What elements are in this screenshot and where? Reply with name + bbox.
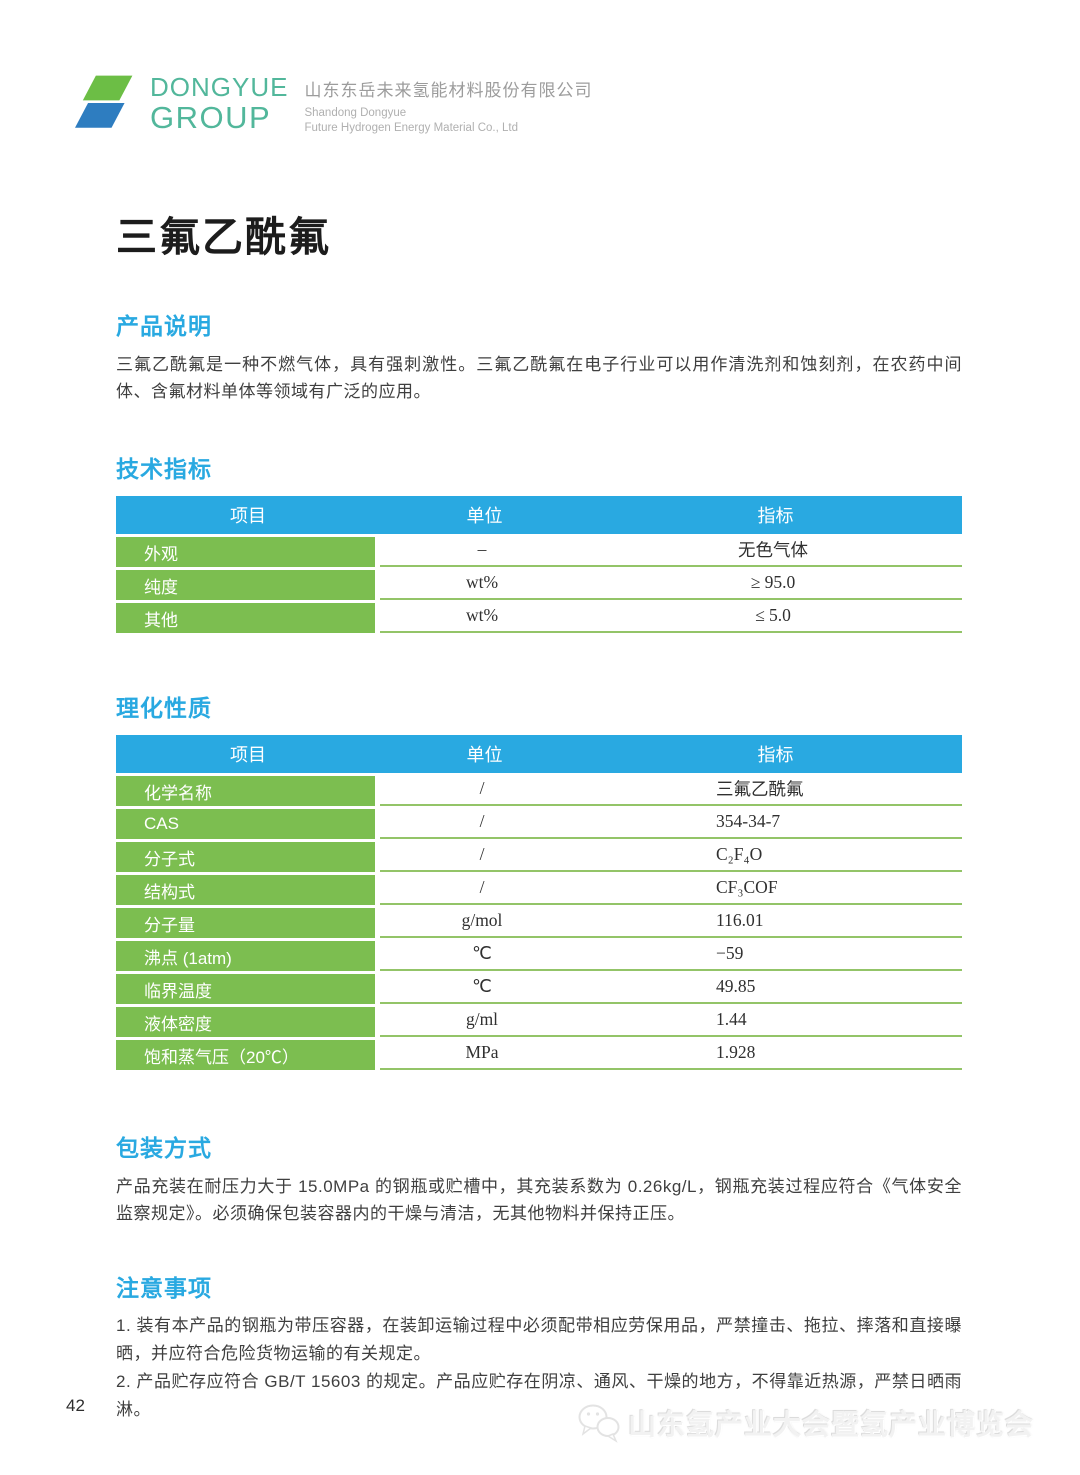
section-heading-packaging: 包装方式 xyxy=(116,1135,212,1161)
table-header-row: 项目 单位 指标 xyxy=(116,735,962,773)
company-name-block: 山东东岳未来氢能材料股份有限公司 Shandong Dongyue Future… xyxy=(304,74,592,136)
cell-value: −59 xyxy=(716,943,744,963)
properties-table: 项目 单位 指标 化学名称 / 三氟乙酰氟 CAS / 354-34-7 分子式 xyxy=(116,735,962,1070)
section-heading-properties: 理化性质 xyxy=(116,695,212,721)
table-row: 化学名称 / 三氟乙酰氟 xyxy=(116,773,962,806)
column-header-unit: 单位 xyxy=(466,745,503,765)
cell-item: 分子量 xyxy=(116,905,375,938)
table-row: 其他 wt% ≤ 5.0 xyxy=(116,600,962,633)
column-header-value: 指标 xyxy=(757,745,794,765)
cell-unit: / xyxy=(479,844,485,864)
column-header-item: 项目 xyxy=(230,506,266,526)
section-heading-description: 产品说明 xyxy=(116,313,212,339)
cell-item: 外观 xyxy=(116,534,375,567)
page-title: 三氟乙酰氟 xyxy=(116,214,331,260)
cell-item: 沸点 (1atm) xyxy=(116,938,375,971)
table-row: 沸点 (1atm) ℃ −59 xyxy=(116,938,962,971)
footer-watermark: 山东氢产业大会暨氢产业博览会 xyxy=(576,1402,1034,1444)
cell-value: 三氟乙酰氟 xyxy=(716,779,804,799)
page-content: 三氟乙酰氟 产品说明 三氟乙酰氟是一种不燃气体，具有强刺激性。三氟乙酰氟在电子行… xyxy=(116,0,962,1424)
table-row: 液体密度 g/ml 1.44 xyxy=(116,1004,962,1037)
packaging-paragraph: 产品充装在耐压力大于 15.0MPa 的钢瓶或贮槽中，其充装系数为 0.26kg… xyxy=(116,1177,962,1223)
company-name-en: Shandong Dongyue Future Hydrogen Energy … xyxy=(304,106,592,136)
table-row: 饱和蒸气压（20℃） MPa 1.928 xyxy=(116,1037,962,1070)
dongyue-logo-icon xyxy=(75,75,133,128)
table-row: 分子量 g/mol 116.01 xyxy=(116,905,962,938)
watermark-text: 山东氢产业大会暨氢产业博览会 xyxy=(627,1409,1034,1440)
cell-value: 1.44 xyxy=(716,1009,747,1029)
cell-value: 49.85 xyxy=(716,976,756,996)
table-row: 纯度 wt% ≥ 95.0 xyxy=(116,567,962,600)
precautions-list: 1. 装有本产品的钢瓶为带压容器，在装卸运输过程中必须配带相应劳保用品，严禁撞击… xyxy=(116,1312,962,1424)
table-row: 分子式 / C₂F₄O xyxy=(116,839,962,872)
table-row: 临界温度 ℃ 49.85 xyxy=(116,971,962,1004)
cell-unit: wt% xyxy=(465,572,499,592)
cell-item: 液体密度 xyxy=(116,1004,375,1037)
cell-value: 116.01 xyxy=(716,910,764,930)
cell-value: ≤ 5.0 xyxy=(755,605,791,625)
cell-item: 结构式 xyxy=(116,872,375,905)
cell-unit: – xyxy=(477,539,487,559)
company-name-cn: 山东东岳未来氢能材料股份有限公司 xyxy=(304,81,593,100)
description-paragraph: 三氟乙酰氟是一种不燃气体，具有强刺激性。三氟乙酰氟在电子行业可以用作清洗剂和蚀刻… xyxy=(116,355,962,401)
section-heading-tech-specs: 技术指标 xyxy=(116,456,212,482)
table-row: 结构式 / CF₃COF xyxy=(116,872,962,905)
tech-specs-table: 项目 单位 指标 外观 – 无色气体 纯度 wt% ≥ 95.0 其他 xyxy=(116,496,962,633)
section-heading-precautions: 注意事项 xyxy=(116,1275,212,1301)
cell-value: 354-34-7 xyxy=(716,811,781,831)
cell-unit: wt% xyxy=(465,605,499,625)
company-name-en-line1: Shandong Dongyue xyxy=(304,107,407,119)
cell-unit: / xyxy=(479,778,485,798)
chat-bubbles-icon xyxy=(578,1404,620,1443)
table-header-row: 项目 单位 指标 xyxy=(116,496,962,534)
cell-value: C₂F₄O xyxy=(716,844,763,864)
column-header-value: 指标 xyxy=(757,506,794,526)
column-header-unit: 单位 xyxy=(466,506,503,526)
cell-item: 化学名称 xyxy=(116,773,375,806)
column-header-item: 项目 xyxy=(230,745,266,765)
cell-value: CF₃COF xyxy=(716,877,778,897)
table-row: CAS / 354-34-7 xyxy=(116,806,962,839)
table-row: 外观 – 无色气体 xyxy=(116,534,962,567)
cell-unit: ℃ xyxy=(472,976,492,996)
precaution-item: 2. 产品贮存应符合 GB/T 15603 的规定。产品应贮存在阴凉、通风、干燥… xyxy=(116,1372,962,1419)
cell-item: 临界温度 xyxy=(116,971,375,1004)
cell-item: 饱和蒸气压（20℃） xyxy=(116,1037,375,1070)
precaution-item: 1. 装有本产品的钢瓶为带压容器，在装卸运输过程中必须配带相应劳保用品，严禁撞击… xyxy=(116,1316,962,1363)
cell-item: 分子式 xyxy=(116,839,375,872)
brand-line1: DONGYUE xyxy=(150,72,289,102)
header-logo: DONGYUE GROUP 山东东岳未来氢能材料股份有限公司 Shandong … xyxy=(75,74,592,136)
cell-unit: / xyxy=(479,877,485,897)
cell-unit: MPa xyxy=(465,1042,499,1062)
company-name-en-line2: Future Hydrogen Energy Material Co., Ltd xyxy=(304,122,518,134)
cell-item: 纯度 xyxy=(116,567,375,600)
cell-unit: / xyxy=(479,811,485,831)
cell-value: 无色气体 xyxy=(738,540,808,560)
page-number: 42 xyxy=(66,1396,85,1415)
cell-unit: g/ml xyxy=(465,1009,499,1029)
cell-value: 1.928 xyxy=(716,1042,756,1062)
brand-line2: GROUP xyxy=(150,100,272,135)
cell-value: ≥ 95.0 xyxy=(750,572,796,592)
cell-item: 其他 xyxy=(116,600,375,633)
brand-wordmark: DONGYUE GROUP xyxy=(150,74,288,133)
cell-unit: ℃ xyxy=(472,943,492,963)
cell-item: CAS xyxy=(116,806,375,839)
cell-unit: g/mol xyxy=(461,910,503,930)
